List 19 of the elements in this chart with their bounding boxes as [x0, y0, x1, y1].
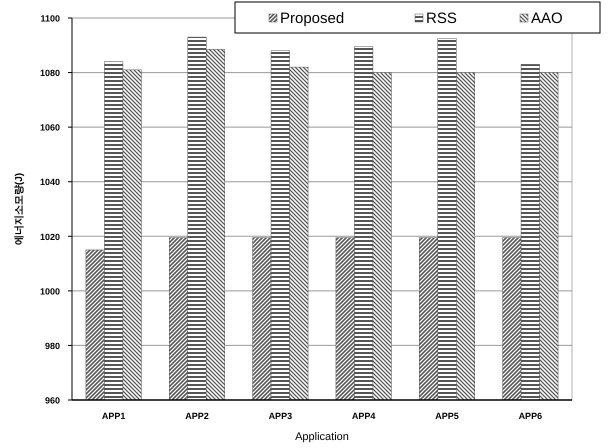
y-tick-label: 1100 [40, 14, 60, 24]
x-tick-label: APP6 [518, 411, 542, 421]
legend-label: AAO [531, 10, 563, 27]
legend-label: Proposed [280, 10, 344, 27]
x-tick-label: APP5 [435, 411, 459, 421]
x-tick-label: APP2 [185, 411, 209, 421]
y-axis-title: 에너지소모량(J) [14, 172, 25, 246]
x-tick-label: APP3 [268, 411, 292, 421]
y-tick-label: 1020 [40, 232, 60, 242]
y-tick-label: 1000 [40, 286, 60, 296]
y-tick-label: 1040 [40, 177, 60, 188]
x-tick-label: APP4 [352, 411, 376, 421]
y-tick-label: 960 [44, 396, 60, 406]
x-tick-label: APP1 [102, 411, 126, 421]
y-tick-label: 1060 [40, 122, 60, 133]
y-tick-label: 1080 [40, 68, 60, 78]
legend-label: RSS [426, 10, 457, 27]
x-axis-title: Application [295, 431, 349, 443]
y-tick-label: 980 [44, 340, 60, 351]
